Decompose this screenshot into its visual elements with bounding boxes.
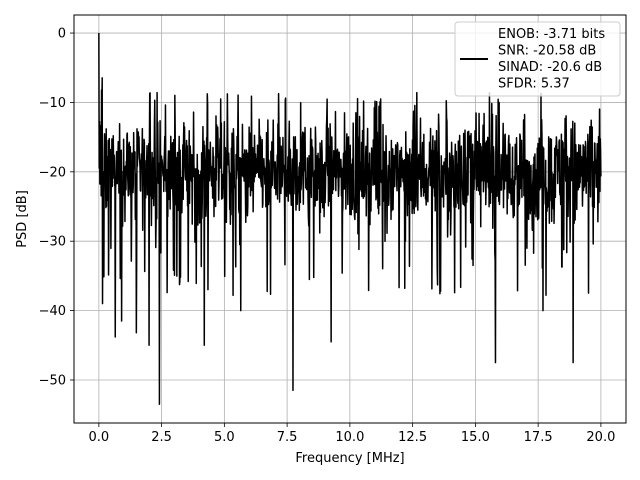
y-tick-label: −40: [39, 304, 66, 319]
x-tick-label: 5.0: [214, 430, 235, 445]
y-tick-label: −20: [39, 165, 66, 180]
x-tick-label: 17.5: [524, 430, 553, 445]
y-axis-label: PSD [dB]: [15, 190, 30, 248]
legend-box: [454, 21, 621, 97]
ticks: 0.0 2.5 5.0 7.5 10.0 12.5 15.0 17.5 20.0 0 −10 −20 −…: [39, 27, 616, 445]
legend-entry-sinad: SINAD: -20.6 dB: [498, 60, 602, 75]
x-tick-label: 2.5: [151, 430, 172, 445]
x-tick-label: 15.0: [461, 430, 490, 445]
series-group: [98, 33, 602, 406]
x-tick-label: 10.0: [335, 430, 364, 445]
psd-series-line: [98, 33, 602, 406]
x-tick-label: 0.0: [89, 430, 110, 445]
y-tick-label: 0: [58, 27, 66, 42]
legend-entry-sfdr: SFDR: 5.37: [498, 77, 570, 92]
legend-entry-enob: ENOB: -3.71 bits: [498, 27, 605, 42]
x-tick-label: 12.5: [398, 430, 427, 445]
x-tick-label: 20.0: [586, 430, 615, 445]
legend: ENOB: -3.71 bits SNR: -20.58 dB SINAD: -…: [454, 21, 621, 97]
x-tick-label: 7.5: [277, 430, 298, 445]
y-tick-label: −10: [39, 96, 66, 111]
y-tick-label: −50: [39, 373, 66, 388]
y-tick-label: −30: [39, 235, 66, 250]
legend-entry-snr: SNR: -20.58 dB: [498, 44, 596, 59]
x-axis-label: Frequency [MHz]: [295, 451, 404, 466]
